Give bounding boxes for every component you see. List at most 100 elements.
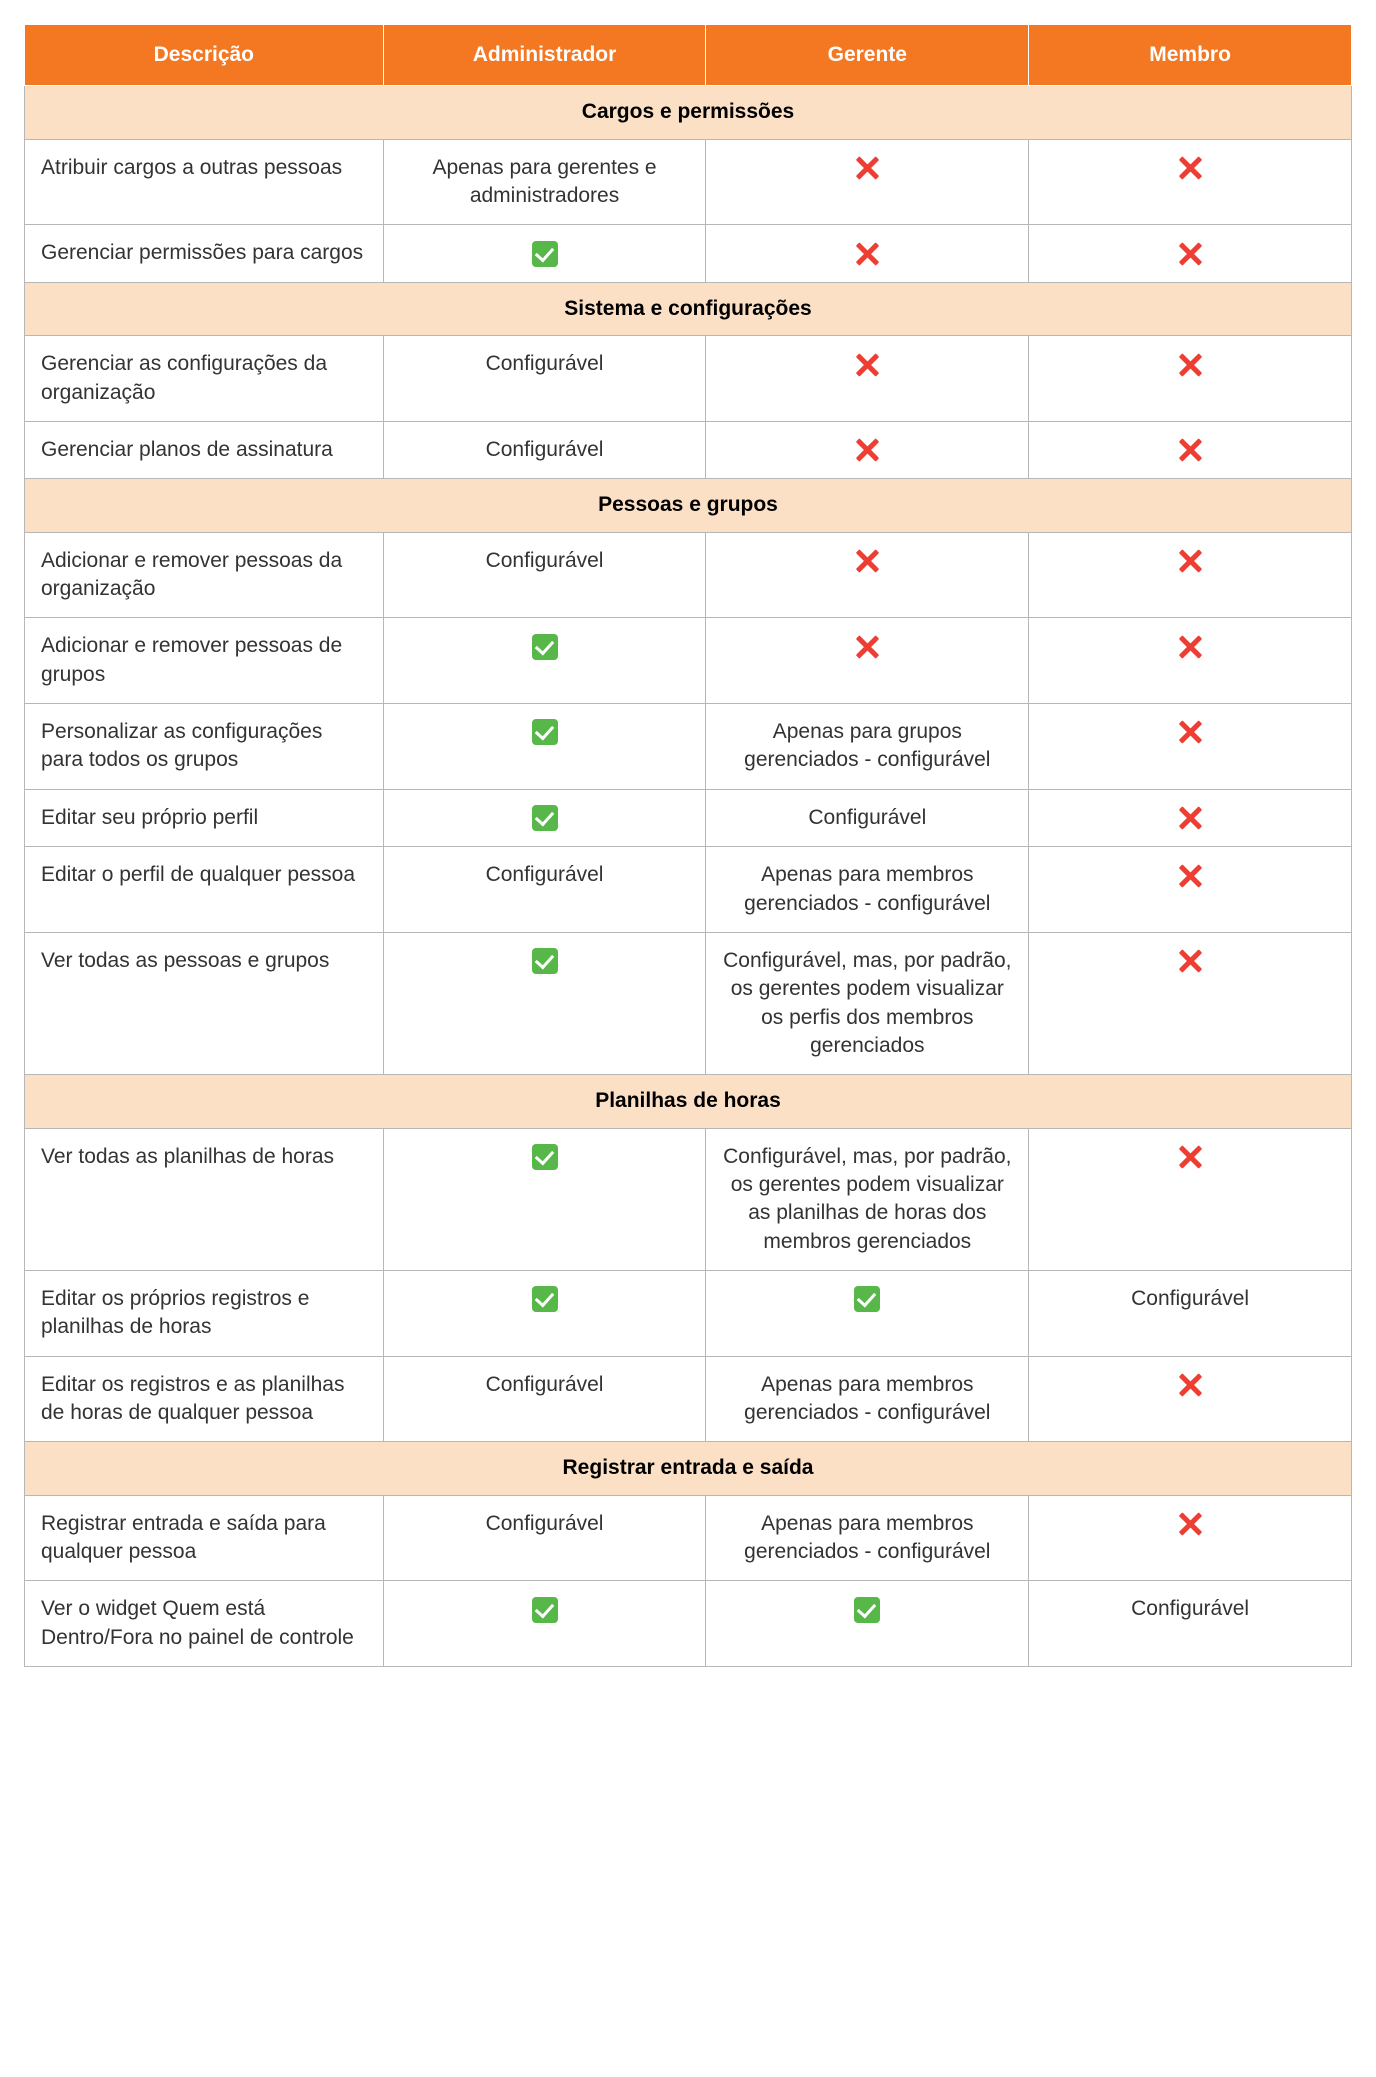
cross-icon xyxy=(1176,547,1204,575)
permission-description: Adicionar e remover pessoas da organizaç… xyxy=(25,532,384,618)
check-icon xyxy=(532,241,558,267)
cross-icon xyxy=(1176,947,1204,975)
permission-gerente: Configurável, mas, por padrão, os gerent… xyxy=(706,1128,1029,1270)
cell-text: Configurável xyxy=(486,352,604,375)
cross-icon xyxy=(853,436,881,464)
permission-admin: Configurável xyxy=(383,336,706,422)
cross-icon xyxy=(853,633,881,661)
permission-description: Editar os próprios registros e planilhas… xyxy=(25,1270,384,1356)
cross-icon xyxy=(1176,633,1204,661)
cross-icon xyxy=(1176,862,1204,890)
cell-text: Configurável, mas, por padrão, os gerent… xyxy=(723,1145,1011,1253)
permission-gerente xyxy=(706,139,1029,225)
cross-icon xyxy=(1176,351,1204,379)
cross-icon xyxy=(1176,240,1204,268)
permissions-table: Descrição Administrador Gerente Membro C… xyxy=(24,24,1352,1667)
table-row: Personalizar as configurações para todos… xyxy=(25,704,1352,790)
permission-gerente: Apenas para membros gerenciados - config… xyxy=(706,1495,1029,1581)
permission-admin: Apenas para gerentes e administradores xyxy=(383,139,706,225)
permission-gerente xyxy=(706,618,1029,704)
col-header-gerente: Gerente xyxy=(706,25,1029,86)
cell-text: Configurável xyxy=(486,1373,604,1396)
check-icon xyxy=(532,1597,558,1623)
permission-description: Personalizar as configurações para todos… xyxy=(25,704,384,790)
permission-membro xyxy=(1029,139,1352,225)
header-row: Descrição Administrador Gerente Membro xyxy=(25,25,1352,86)
table-row: Atribuir cargos a outras pessoasApenas p… xyxy=(25,139,1352,225)
table-row: Adicionar e remover pessoas de grupos xyxy=(25,618,1352,704)
check-icon xyxy=(854,1286,880,1312)
cell-text: Configurável xyxy=(486,549,604,572)
section-header: Registrar entrada e saída xyxy=(25,1442,1352,1495)
cross-icon xyxy=(1176,1510,1204,1538)
col-header-descricao: Descrição xyxy=(25,25,384,86)
cross-icon xyxy=(1176,1143,1204,1171)
permission-membro xyxy=(1029,932,1352,1074)
permission-admin: Configurável xyxy=(383,847,706,933)
section-header: Sistema e configurações xyxy=(25,282,1352,335)
section-title: Pessoas e grupos xyxy=(25,479,1352,532)
cross-icon xyxy=(1176,436,1204,464)
cell-text: Apenas para gerentes e administradores xyxy=(432,156,656,207)
permission-description: Adicionar e remover pessoas de grupos xyxy=(25,618,384,704)
table-row: Editar seu próprio perfilConfigurável xyxy=(25,789,1352,846)
permission-gerente: Configurável, mas, por padrão, os gerent… xyxy=(706,932,1029,1074)
cross-icon xyxy=(1176,718,1204,746)
permission-membro xyxy=(1029,1128,1352,1270)
permission-membro xyxy=(1029,532,1352,618)
check-icon xyxy=(532,1144,558,1170)
cell-text: Configurável xyxy=(486,1512,604,1535)
permission-description: Ver todas as pessoas e grupos xyxy=(25,932,384,1074)
check-icon xyxy=(532,719,558,745)
table-row: Editar os próprios registros e planilhas… xyxy=(25,1270,1352,1356)
permission-membro xyxy=(1029,847,1352,933)
permission-membro xyxy=(1029,336,1352,422)
permission-admin xyxy=(383,618,706,704)
table-row: Ver o widget Quem está Dentro/Fora no pa… xyxy=(25,1581,1352,1667)
permission-membro xyxy=(1029,421,1352,478)
permission-membro: Configurável xyxy=(1029,1581,1352,1667)
cell-text: Configurável, mas, por padrão, os gerent… xyxy=(723,949,1011,1057)
permission-admin xyxy=(383,1128,706,1270)
cell-text: Configurável xyxy=(1131,1597,1249,1620)
permissions-body: Cargos e permissõesAtribuir cargos a out… xyxy=(25,86,1352,1667)
permission-description: Gerenciar as configurações da organizaçã… xyxy=(25,336,384,422)
col-header-administrador: Administrador xyxy=(383,25,706,86)
permission-admin xyxy=(383,789,706,846)
section-header: Cargos e permissões xyxy=(25,86,1352,139)
table-row: Gerenciar as configurações da organizaçã… xyxy=(25,336,1352,422)
permission-membro xyxy=(1029,789,1352,846)
table-row: Gerenciar planos de assinaturaConfiguráv… xyxy=(25,421,1352,478)
cross-icon xyxy=(853,154,881,182)
cell-text: Configurável xyxy=(808,806,926,829)
cross-icon xyxy=(853,351,881,379)
cell-text: Configurável xyxy=(486,863,604,886)
permission-membro xyxy=(1029,1495,1352,1581)
cell-text: Configurável xyxy=(1131,1287,1249,1310)
section-title: Sistema e configurações xyxy=(25,282,1352,335)
table-row: Gerenciar permissões para cargos xyxy=(25,225,1352,282)
permission-gerente xyxy=(706,1270,1029,1356)
permission-admin xyxy=(383,704,706,790)
cross-icon xyxy=(853,240,881,268)
cross-icon xyxy=(853,547,881,575)
permission-admin: Configurável xyxy=(383,421,706,478)
permission-description: Ver todas as planilhas de horas xyxy=(25,1128,384,1270)
cross-icon xyxy=(1176,804,1204,832)
permission-admin xyxy=(383,1270,706,1356)
cell-text: Apenas para membros gerenciados - config… xyxy=(744,1373,990,1424)
permission-gerente: Apenas para membros gerenciados - config… xyxy=(706,847,1029,933)
table-row: Ver todas as planilhas de horas Configurá… xyxy=(25,1128,1352,1270)
check-icon xyxy=(532,805,558,831)
table-row: Adicionar e remover pessoas da organizaç… xyxy=(25,532,1352,618)
permission-description: Registrar entrada e saída para qualquer … xyxy=(25,1495,384,1581)
cross-icon xyxy=(1176,154,1204,182)
check-icon xyxy=(532,948,558,974)
permission-membro xyxy=(1029,1356,1352,1442)
permission-admin: Configurável xyxy=(383,1495,706,1581)
permission-admin xyxy=(383,225,706,282)
check-icon xyxy=(532,634,558,660)
section-header: Planilhas de horas xyxy=(25,1075,1352,1128)
permission-gerente: Configurável xyxy=(706,789,1029,846)
permission-gerente xyxy=(706,225,1029,282)
